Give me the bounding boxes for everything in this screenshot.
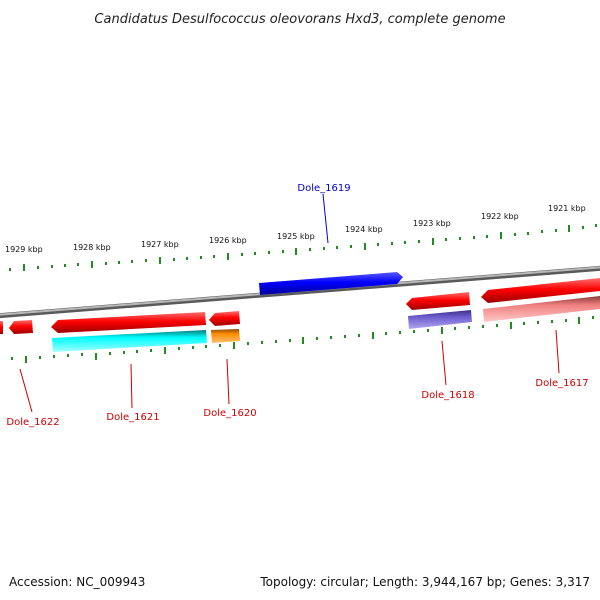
leader-dole-1620: [226, 358, 230, 405]
gene-label-dole-1621[interactable]: Dole_1621: [106, 412, 159, 423]
scale-label-1926: 1926 kbp: [209, 236, 247, 245]
gene-label-dole-1620[interactable]: Dole_1620: [203, 408, 256, 419]
leader-dole-1619: [322, 193, 329, 244]
inner-scale-ruler: [11, 316, 594, 363]
map-title: Candidatus Desulfococcus oleovorans Hxd3…: [94, 12, 505, 27]
scale-label-1921: 1921 kbp: [548, 204, 586, 213]
gene-arrow-dole-1621[interactable]: [52, 330, 207, 352]
gene-label-dole-1617[interactable]: Dole_1617: [535, 378, 588, 389]
leader-dole-1622: [19, 368, 33, 413]
scale-label-1929: 1929 kbp: [5, 245, 43, 254]
scale-labels: 1929 kbp 1928 kbp 1927 kbp 1926 kbp 1925…: [5, 204, 586, 254]
leader-dole-1618: [441, 340, 447, 386]
gene-arrow-dole-1621-top[interactable]: [51, 312, 206, 333]
scale-label-1922: 1922 kbp: [481, 212, 519, 221]
accession-text: Accession: NC_009943: [9, 575, 145, 589]
scale-label-1928: 1928 kbp: [73, 243, 111, 252]
gene-label-dole-1619[interactable]: Dole_1619: [297, 183, 350, 194]
gene-arrow-dole-1620[interactable]: [211, 329, 240, 343]
gene-arrow-dole-1618-top[interactable]: [406, 292, 470, 310]
label-leader-lines: [19, 193, 560, 413]
gene-arrow-dole-1617[interactable]: [483, 296, 600, 322]
gene-arrow-dole-1617-top[interactable]: [481, 278, 600, 303]
scale-label-1923: 1923 kbp: [413, 219, 451, 228]
outer-scale-ruler: [9, 224, 597, 271]
gene-arrow-dole-1618[interactable]: [408, 310, 472, 329]
leader-dole-1621: [130, 363, 133, 409]
gene-arrow-dole-1622[interactable]: [9, 320, 33, 334]
gene-arrow-dole-1620-top[interactable]: [209, 311, 240, 326]
scale-label-1927: 1927 kbp: [141, 240, 179, 249]
scale-label-1925: 1925 kbp: [277, 232, 315, 241]
genome-summary-text: Topology: circular; Length: 3,944,167 bp…: [259, 575, 590, 589]
gene-fragment-left[interactable]: [0, 321, 3, 334]
gene-arrow-dole-1619[interactable]: [259, 272, 403, 295]
gene-label-dole-1618[interactable]: Dole_1618: [421, 390, 474, 401]
leader-dole-1617: [555, 329, 560, 374]
gene-label-dole-1622[interactable]: Dole_1622: [6, 417, 59, 428]
scale-label-1924: 1924 kbp: [345, 225, 383, 234]
